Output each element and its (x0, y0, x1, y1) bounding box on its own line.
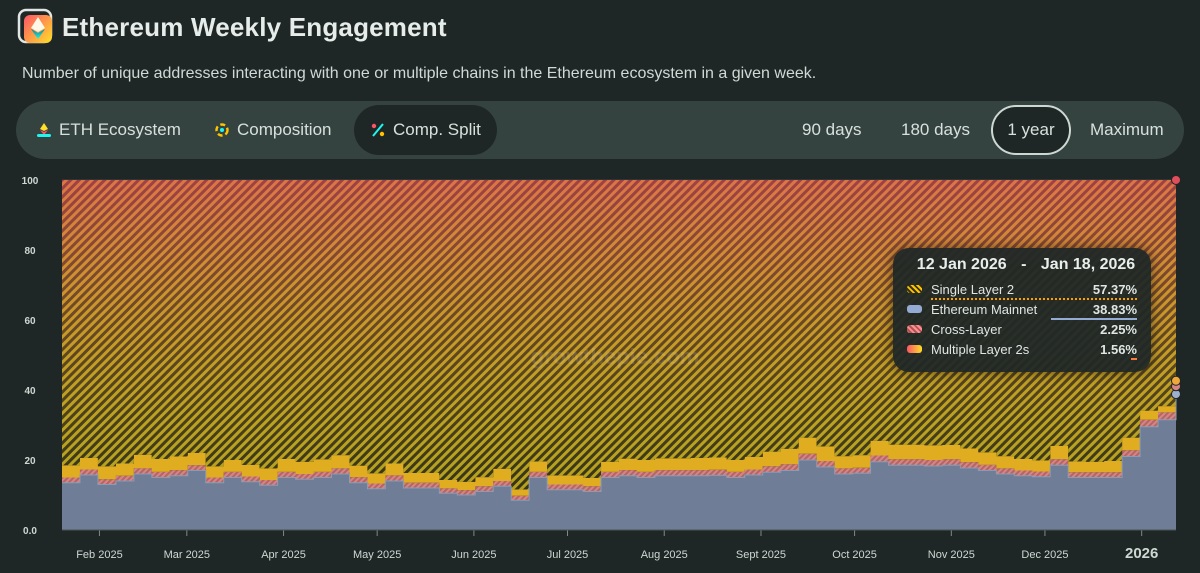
tooltip-series-value: 1.56% (1100, 342, 1137, 357)
x-tick-label: Feb 2025 (76, 549, 122, 561)
multiple-layer-2s-area (62, 380, 1176, 496)
x-tick-label: Jun 2025 (451, 549, 496, 561)
page-title: Ethereum Weekly Engagement (62, 12, 447, 42)
tooltip-series-name: Single Layer 2 (931, 282, 1015, 297)
x-tick-label: 2026 (1125, 545, 1158, 562)
hover-point (1171, 375, 1181, 386)
chart-controls-bar: ETH Ecosystem Composition Comp. Split 90… (16, 101, 1184, 159)
y-tick-label: 60 (24, 316, 36, 327)
single-layer-2-swatch (907, 285, 922, 293)
tooltip-row-multiple-layer-2s: Multiple Layer 2s 1.56% (907, 341, 1137, 361)
ethereum-mainnet-share-bar (1051, 318, 1137, 320)
tab-comp-split-label: Comp. Split (393, 120, 481, 139)
range-90-days-button[interactable]: 90 days (802, 120, 862, 139)
tooltip-row-cross-layer: Cross-Layer 2.25% (907, 321, 1137, 341)
range-1-year-button[interactable]: 1 year (991, 105, 1071, 155)
chart-tooltip: 12 Jan 2026 - Jan 18, 2026 Single Layer … (893, 248, 1151, 372)
tooltip-series-value: 2.25% (1100, 322, 1137, 337)
tab-eth-ecosystem[interactable]: ETH Ecosystem (24, 105, 193, 155)
x-tick-label: Apr 2025 (261, 549, 306, 561)
mainnet-edge-line (62, 394, 1177, 501)
growthepie-watermark: growthepie.com (531, 344, 700, 369)
tooltip-date-range: 12 Jan 2026 - Jan 18, 2026 (915, 256, 1137, 274)
x-tick-label: Oct 2025 (832, 549, 877, 561)
x-tick-label: Mar 2025 (164, 549, 210, 561)
hover-point (1171, 174, 1181, 185)
y-axis: 0.0 20 40 60 80 100 (22, 176, 39, 537)
range-maximum-button[interactable]: Maximum (1090, 120, 1164, 139)
x-tick-label: Jul 2025 (547, 549, 589, 561)
hover-markers (1171, 174, 1181, 400)
composition-icon (215, 123, 229, 137)
tab-composition-label: Composition (237, 120, 332, 139)
tooltip-series-name: Cross-Layer (931, 322, 1002, 337)
tooltip-series-value: 57.37% (1092, 282, 1137, 297)
y-tick-label: 100 (22, 176, 39, 187)
tooltip-row-ethereum-mainnet: Ethereum Mainnet 38.83% (907, 301, 1137, 321)
percent-icon (371, 123, 385, 137)
multiple-layer-2s-swatch (907, 345, 922, 353)
tooltip-date-separator: - (1021, 256, 1027, 273)
page-subtitle: Number of unique addresses interacting w… (22, 65, 817, 82)
x-tick-label: Aug 2025 (641, 549, 688, 561)
x-tick-label: Nov 2025 (928, 549, 975, 561)
tooltip-date-start: 12 Jan 2026 (916, 256, 1007, 273)
tooltip-date-end: Jan 18, 2026 (1040, 256, 1136, 273)
tooltip-series-name: Multiple Layer 2s (931, 342, 1030, 357)
tab-comp-split[interactable]: Comp. Split (354, 105, 497, 155)
ethereum-mainnet-swatch (907, 305, 922, 313)
x-axis: Feb 2025 Mar 2025 Apr 2025 May 2025 Jun 2025… (62, 529, 1176, 562)
eth-ecosystem-icon (37, 123, 51, 137)
x-tick-label: Dec 2025 (1021, 549, 1068, 561)
tab-eth-ecosystem-label: ETH Ecosystem (59, 120, 181, 139)
x-tick-label: May 2025 (353, 549, 401, 561)
cross-layer-swatch (907, 325, 922, 333)
cross-layer-area (62, 386, 1176, 501)
tab-composition[interactable]: Composition (202, 105, 344, 155)
tooltip-row-single-layer-2: Single Layer 2 57.37% (907, 281, 1137, 301)
tooltip-series-name: Ethereum Mainnet (931, 302, 1038, 317)
multiple-layer-2s-share-bar (1131, 358, 1137, 360)
mainnet-area (62, 394, 1176, 530)
y-tick-label: 40 (24, 386, 36, 397)
y-tick-label: 80 (24, 246, 36, 257)
y-tick-label: 0.0 (23, 526, 37, 537)
range-180-days-button[interactable]: 180 days (901, 120, 970, 139)
growthepie-logo-icon (17, 8, 53, 44)
y-tick-label: 20 (24, 456, 36, 467)
tooltip-series-value: 38.83% (1092, 302, 1137, 317)
single-layer-2-share-bar (931, 296, 1137, 300)
x-tick-label: Sept 2025 (736, 549, 786, 561)
